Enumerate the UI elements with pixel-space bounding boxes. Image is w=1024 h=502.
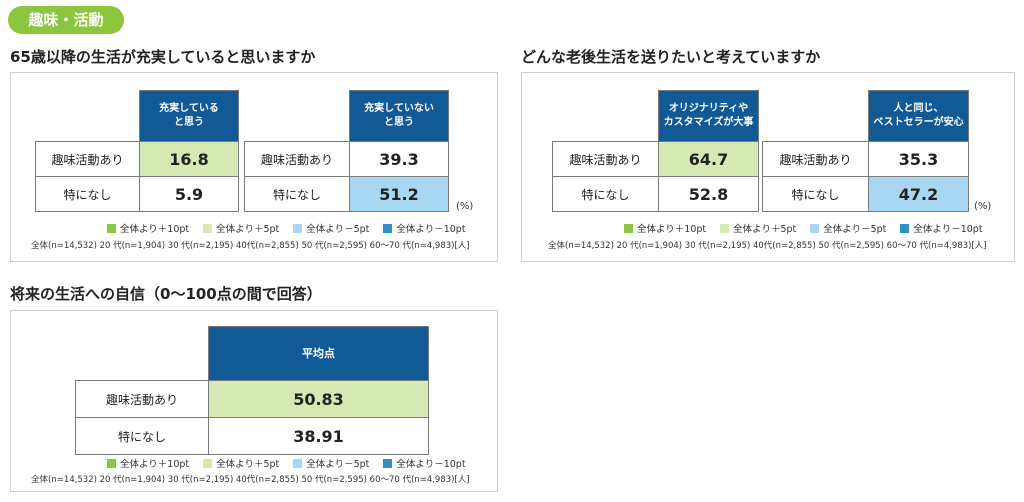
legend-label: 全体より－10pt xyxy=(913,224,983,235)
percent-unit: (%) xyxy=(974,201,992,212)
value-cell: 52.8 xyxy=(658,176,759,212)
legend-label: 全体より－10pt xyxy=(396,224,466,235)
row-label: 特になし xyxy=(75,417,209,455)
value-cell: 51.2 xyxy=(349,176,449,212)
percent-unit: (%) xyxy=(456,201,474,212)
legend-swatch-plus10 xyxy=(107,223,116,233)
value-cell: 35.3 xyxy=(868,141,969,177)
q2-right-table: 人と同じ、 ベストセラーが安心 趣味活動あり 35.3 特になし 47.2 xyxy=(762,90,969,212)
row-label: 趣味活動あり xyxy=(244,141,350,177)
q2-left-header: オリジナリティや カスタマイズが大事 xyxy=(658,90,759,142)
q1-panel: 充実している と思う 趣味活動あり 16.8 特になし 5.9 充実していない と思… xyxy=(10,72,498,262)
legend-swatch-plus10 xyxy=(624,223,633,233)
legend-swatch-minus5 xyxy=(293,458,303,468)
sample-size-note: 全体(n=14,532) 20 代(n=1,904) 30 代(n=2,195)… xyxy=(31,475,470,485)
legend-label: 全体より－10pt xyxy=(396,459,466,470)
legend-swatch-minus10 xyxy=(900,223,910,233)
legend-label: 全体より－5pt xyxy=(306,224,370,235)
value-cell: 64.7 xyxy=(658,141,759,177)
legend-swatch-plus5 xyxy=(203,223,213,233)
q2-right-header: 人と同じ、 ベストセラーが安心 xyxy=(868,90,969,142)
q2-legend: 全体より＋10pt 全体より＋5pt 全体より－5pt 全体より－10pt xyxy=(624,221,997,235)
q3-title: 将来の生活への自信（0〜100点の間で回答） xyxy=(10,285,322,303)
q1-right-header: 充実していない と思う xyxy=(349,90,449,142)
q1-title: 65歳以降の生活が充実していると思いますか xyxy=(10,48,316,66)
q2-panel: オリジナリティや カスタマイズが大事 趣味活動あり 64.7 特になし 52.8 … xyxy=(521,72,1015,262)
row-label: 趣味活動あり xyxy=(552,141,659,177)
category-badge: 趣味・活動 xyxy=(8,6,124,34)
legend-label: 全体より＋10pt xyxy=(637,224,707,235)
legend-label: 全体より＋5pt xyxy=(733,224,797,235)
legend-swatch-plus5 xyxy=(720,223,730,233)
q2-title: どんな老後生活を送りたいと考えていますか xyxy=(521,48,821,66)
q3-header: 平均点 xyxy=(208,326,429,381)
row-label: 特になし xyxy=(35,176,140,212)
legend-label: 全体より－5pt xyxy=(823,224,887,235)
row-label: 趣味活動あり xyxy=(762,141,869,177)
q2-left-table: オリジナリティや カスタマイズが大事 趣味活動あり 64.7 特になし 52.8 xyxy=(552,90,759,212)
legend-label: 全体より＋10pt xyxy=(120,459,190,470)
sample-size-note: 全体(n=14,532) 20 代(n=1,904) 30 代(n=2,195)… xyxy=(548,241,987,251)
value-cell: 5.9 xyxy=(139,176,239,212)
row-label: 特になし xyxy=(762,176,869,212)
legend-swatch-plus5 xyxy=(203,458,213,468)
row-label: 特になし xyxy=(552,176,659,212)
value-cell: 47.2 xyxy=(868,176,969,212)
row-label: 趣味活動あり xyxy=(75,380,209,418)
q3-table: 平均点 趣味活動あり 50.83 特になし 38.91 xyxy=(75,326,429,455)
legend-swatch-minus5 xyxy=(293,223,303,233)
legend-swatch-minus10 xyxy=(383,458,393,468)
value-cell: 50.83 xyxy=(208,380,429,418)
row-label: 趣味活動あり xyxy=(35,141,140,177)
legend-label: 全体より＋5pt xyxy=(216,459,280,470)
value-cell: 39.3 xyxy=(349,141,449,177)
legend-swatch-minus10 xyxy=(383,223,393,233)
legend-label: 全体より－5pt xyxy=(306,459,370,470)
q1-right-table: 充実していない と思う 趣味活動あり 39.3 特になし 51.2 xyxy=(244,90,449,212)
sample-size-note: 全体(n=14,532) 20 代(n=1,904) 30 代(n=2,195)… xyxy=(31,241,470,251)
legend-swatch-minus5 xyxy=(810,223,820,233)
q3-legend: 全体より＋10pt 全体より＋5pt 全体より－5pt 全体より－10pt xyxy=(107,456,480,470)
q1-left-header: 充実している と思う xyxy=(139,90,239,142)
legend-swatch-plus10 xyxy=(107,458,116,468)
value-cell: 38.91 xyxy=(208,417,429,455)
legend-label: 全体より＋5pt xyxy=(216,224,280,235)
legend-label: 全体より＋10pt xyxy=(120,224,190,235)
q3-panel: 平均点 趣味活動あり 50.83 特になし 38.91 全体より＋10pt 全体… xyxy=(10,310,498,492)
q1-left-table: 充実している と思う 趣味活動あり 16.8 特になし 5.9 xyxy=(35,90,239,212)
row-label: 特になし xyxy=(244,176,350,212)
value-cell: 16.8 xyxy=(139,141,239,177)
q1-legend: 全体より＋10pt 全体より＋5pt 全体より－5pt 全体より－10pt xyxy=(107,221,480,235)
